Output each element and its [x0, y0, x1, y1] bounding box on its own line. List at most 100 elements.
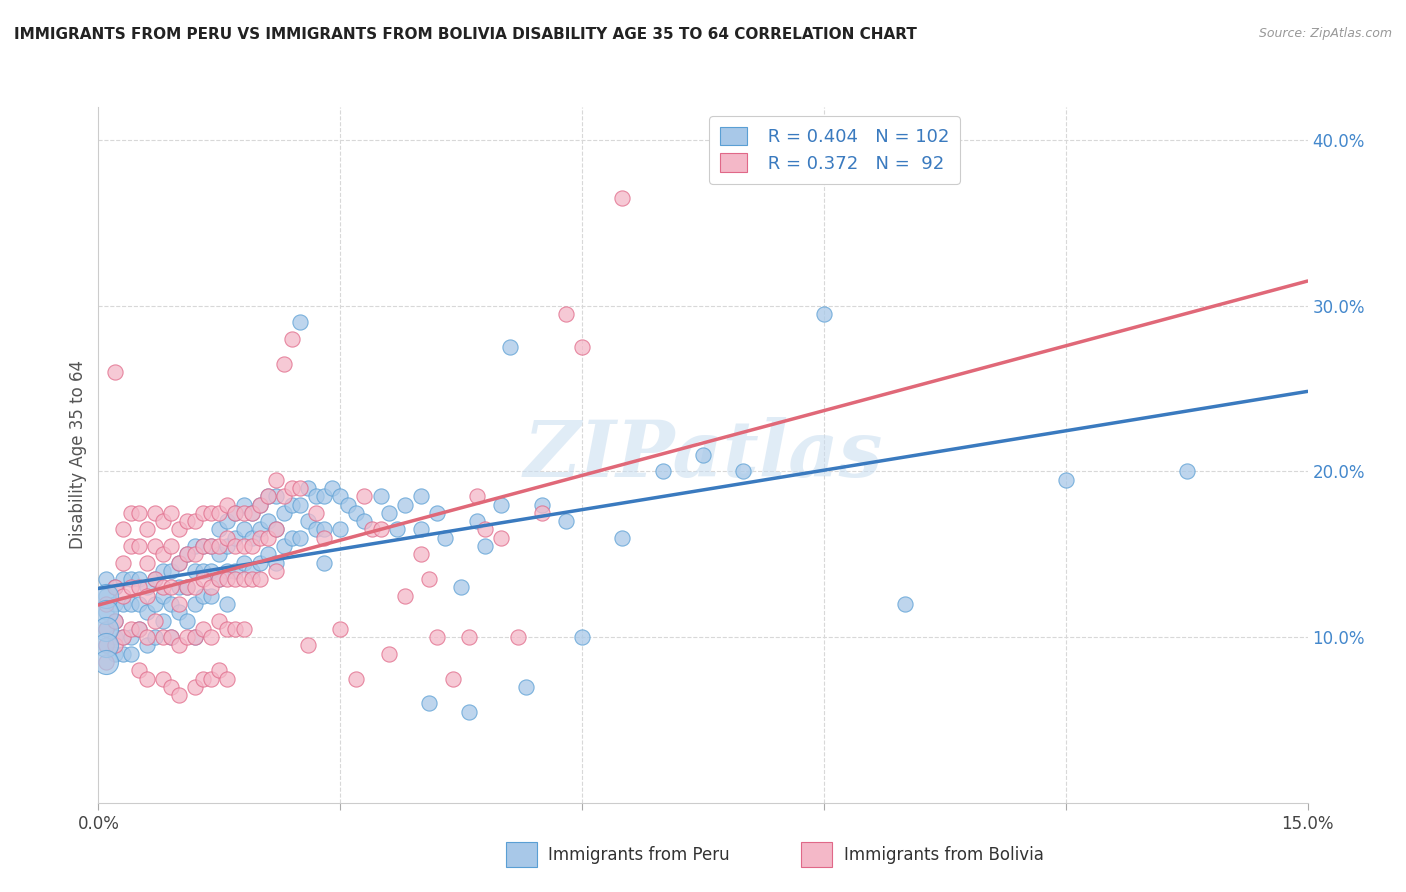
Point: [96, 655, 118, 669]
Point: [184, 564, 207, 578]
Point: [152, 614, 174, 628]
Point: [813, 307, 835, 321]
Point: [128, 539, 150, 553]
Point: [160, 581, 183, 595]
Text: Immigrants from Bolivia: Immigrants from Bolivia: [844, 846, 1043, 863]
Point: [344, 506, 367, 520]
Point: [135, 581, 157, 595]
Point: [281, 531, 304, 545]
Point: [232, 523, 254, 537]
Point: [217, 597, 239, 611]
Point: [465, 489, 488, 503]
Point: [120, 622, 142, 636]
Point: [208, 614, 231, 628]
Point: [224, 539, 246, 553]
Point: [208, 539, 231, 553]
Point: [232, 539, 254, 553]
Point: [111, 630, 134, 644]
Point: [184, 597, 207, 611]
Point: [184, 547, 207, 561]
Point: [1175, 465, 1198, 479]
Point: [111, 556, 134, 570]
Point: [103, 365, 125, 379]
Point: [143, 572, 166, 586]
Point: [329, 523, 352, 537]
Point: [96, 639, 118, 653]
Legend:  R = 0.404   N = 102,  R = 0.372   N =  92: R = 0.404 N = 102, R = 0.372 N = 92: [710, 116, 960, 184]
Point: [409, 489, 432, 503]
Point: [281, 481, 304, 495]
Point: [264, 523, 287, 537]
Point: [103, 614, 125, 628]
Point: [152, 564, 174, 578]
Point: [160, 597, 183, 611]
Point: [305, 489, 328, 503]
Point: [249, 572, 271, 586]
Point: [160, 630, 183, 644]
Point: [264, 473, 287, 487]
Point: [152, 581, 174, 595]
Point: [273, 539, 295, 553]
Point: [491, 498, 513, 512]
Y-axis label: Disability Age 35 to 64: Disability Age 35 to 64: [69, 360, 87, 549]
Point: [111, 589, 134, 603]
Point: [120, 647, 142, 661]
Point: [249, 498, 271, 512]
Point: [167, 556, 190, 570]
Point: [418, 572, 440, 586]
Point: [111, 597, 134, 611]
Point: [426, 506, 449, 520]
Point: [200, 630, 222, 644]
Point: [176, 547, 198, 561]
Point: [103, 630, 125, 644]
Point: [143, 630, 166, 644]
Point: [498, 340, 520, 354]
Point: [135, 639, 157, 653]
Point: [240, 506, 263, 520]
Point: [249, 556, 271, 570]
Point: [434, 531, 457, 545]
Point: [167, 605, 190, 619]
Point: [200, 589, 222, 603]
Point: [96, 589, 118, 603]
Point: [571, 630, 593, 644]
Point: [612, 191, 634, 205]
Point: [450, 581, 472, 595]
Point: [128, 581, 150, 595]
Point: [103, 647, 125, 661]
Point: [96, 605, 118, 619]
Point: [377, 506, 399, 520]
Point: [651, 465, 673, 479]
Point: [305, 506, 328, 520]
Point: [377, 647, 399, 661]
Point: [344, 672, 367, 686]
Point: [394, 589, 416, 603]
Point: [571, 340, 593, 354]
Point: [426, 630, 449, 644]
Point: [256, 489, 278, 503]
Point: [733, 465, 755, 479]
Point: [128, 663, 150, 677]
Point: [217, 539, 239, 553]
Point: [314, 523, 336, 537]
Point: [103, 581, 125, 595]
Point: [256, 489, 278, 503]
Point: [160, 506, 183, 520]
Point: [329, 622, 352, 636]
Point: [120, 581, 142, 595]
Point: [506, 630, 529, 644]
Point: [135, 672, 157, 686]
Point: [288, 498, 311, 512]
Point: [96, 655, 118, 669]
Point: [111, 630, 134, 644]
Point: [249, 531, 271, 545]
Point: [217, 672, 239, 686]
Point: [120, 506, 142, 520]
Point: [135, 630, 157, 644]
Point: [176, 581, 198, 595]
Point: [297, 481, 319, 495]
Point: [103, 581, 125, 595]
Point: [217, 531, 239, 545]
Point: [329, 489, 352, 503]
Point: [193, 564, 215, 578]
